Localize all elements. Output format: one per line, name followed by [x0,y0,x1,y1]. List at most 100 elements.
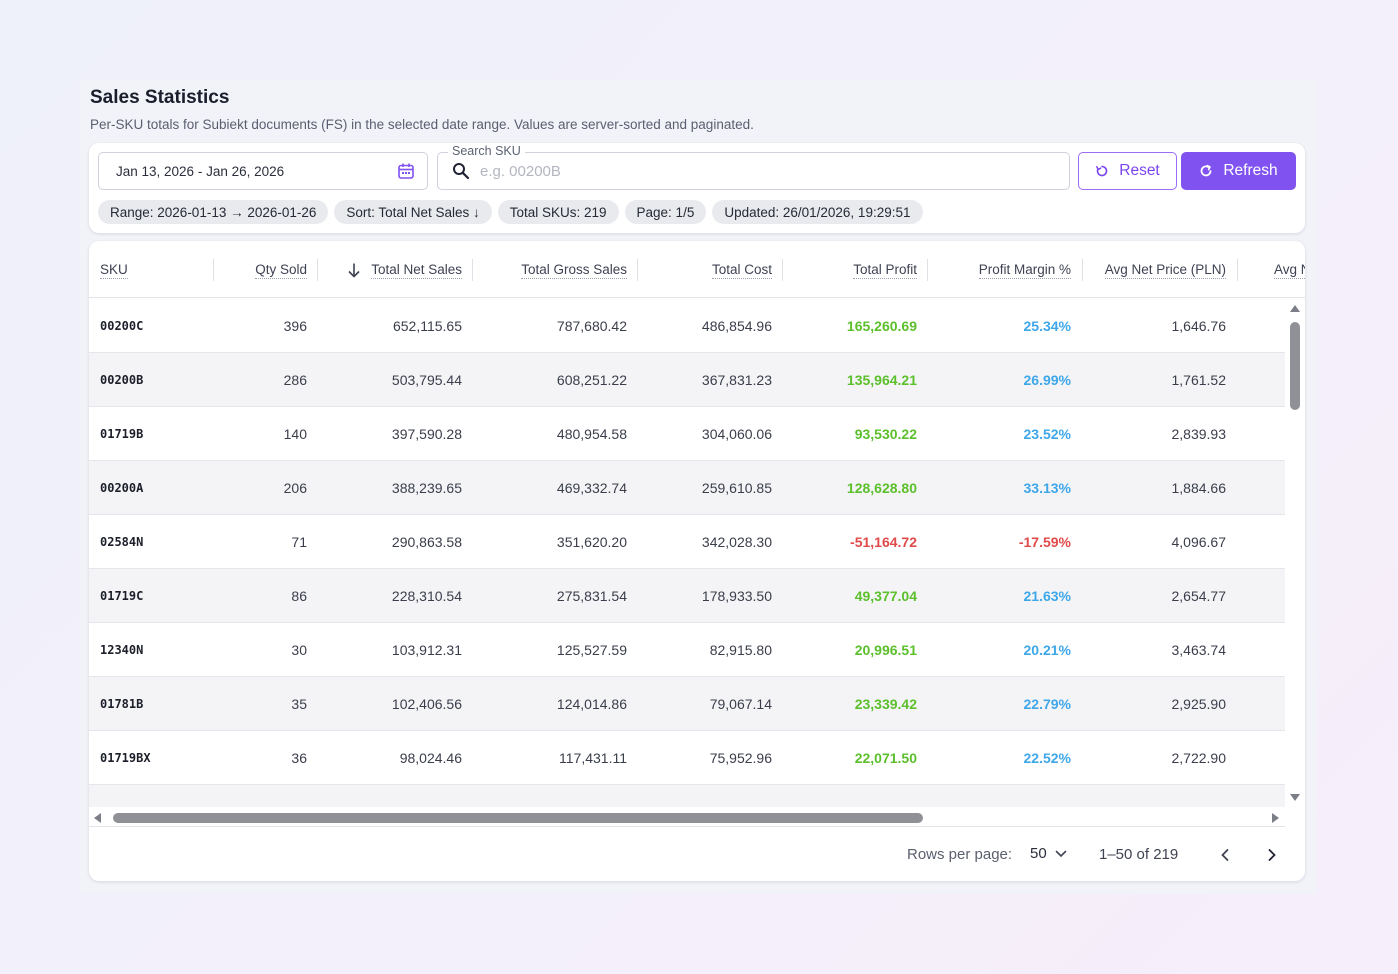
cell-total-net-sales: 79,087.72 [323,785,462,807]
cell-sku: 01719B [100,427,144,441]
column-header-qty-sold[interactable]: Qty Sold [255,261,307,279]
sort-desc-icon[interactable] [347,262,361,278]
chevron-right-icon [1267,848,1277,862]
cell-qty-sold: 206 [283,480,307,496]
column-header-avg-net-price[interactable]: Avg Net Price (PLN) [1104,261,1226,279]
table-row[interactable]: 01719BX 36 98,024.46 117,431.11 75,952.96 22,… [89,731,1285,785]
cell-total-net-sales: 388,239.65 [391,480,462,496]
column-resize-handle[interactable] [1082,259,1083,281]
cell-sku: 02584N [100,535,144,549]
cell-total-cost: 82,915.80 [709,642,772,658]
horizontal-scroll-thumb[interactable] [113,813,923,823]
calendar-icon[interactable] [397,162,415,180]
next-page-button[interactable] [1258,841,1286,869]
cell-total-profit: 23,339.42 [854,696,917,712]
table-row[interactable]: 01719C 86 228,310.54 275,831.54 178,933.50 49… [89,569,1285,623]
cell-qty-sold: 71 [291,534,307,550]
sales-statistics-panel: Sales Statistics Per-SKU totals for Subi… [80,80,1317,894]
cell-qty-sold: 140 [283,426,307,442]
cell-profit-margin: 33.13% [1023,480,1071,496]
cell-total-net-sales: 103,912.31 [391,642,462,658]
cell-total-net-sales: 98,024.46 [399,750,462,766]
scroll-right-arrow-icon[interactable] [1272,813,1279,823]
chevron-left-icon [1220,848,1230,862]
cell-total-profit: 128,628.80 [846,480,917,496]
cell-total-profit: 22,071.50 [854,750,917,766]
cell-total-net-sales: 102,406.56 [391,696,462,712]
cell-profit-margin: 31.10% [933,785,1071,807]
horizontal-scrollbar[interactable] [89,807,1285,827]
cell-avg-net-price: 1,761.52 [1171,372,1227,388]
column-resize-handle[interactable] [213,259,214,281]
cell-total-gross-sales: 787,680.42 [556,318,627,334]
cell-qty-sold: 40 [219,785,307,807]
column-resize-handle[interactable] [782,259,783,281]
cell-profit-margin: 26.99% [1023,372,1071,388]
cell-total-gross-sales: 469,332.74 [556,480,627,496]
table-row[interactable]: 00200B 286 503,795.44 608,251.22 367,831.23 1… [89,353,1285,407]
cell-total-cost: 486,854.96 [701,318,772,334]
column-header-profit-margin[interactable]: Profit Margin % [978,261,1071,279]
cell-total-cost: 48,842.51 [643,785,772,807]
table-body: 00200C 396 652,115.65 787,680.42 486,854.96 1… [89,299,1285,807]
cell-total-net-sales: 397,590.28 [391,426,462,442]
scroll-up-arrow-icon[interactable] [1290,305,1300,312]
table-row[interactable]: 01781B 35 102,406.56 124,014.86 79,067.14 23,… [89,677,1285,731]
table-row[interactable]: 12340N 30 103,912.31 125,527.59 82,915.80 20,… [89,623,1285,677]
scroll-down-arrow-icon[interactable] [1290,794,1300,801]
chip-updated: Updated: 26/01/2026, 19:29:51 [712,200,923,224]
column-resize-handle[interactable] [927,259,928,281]
cell-total-gross-sales: 275,831.54 [556,588,627,604]
column-header-total-profit[interactable]: Total Profit [853,261,917,279]
table-row[interactable]: 01719B 140 397,590.28 480,954.58 304,060.06 9… [89,407,1285,461]
search-sku-field[interactable]: Search SKU [437,144,1070,190]
cell-total-profit: 165,260.69 [846,318,917,334]
cell-total-cost: 259,610.85 [701,480,772,496]
chip-range: Range: 2026-01-13 → 2026-01-26 [98,200,329,224]
summary-chips: Range: 2026-01-13 → 2026-01-26 Sort: Tot… [98,200,923,224]
previous-page-button[interactable] [1211,841,1239,869]
vertical-scrollbar[interactable] [1286,299,1305,807]
cell-sku: 00200B [100,373,144,387]
cell-qty-sold: 286 [283,372,307,388]
cell-total-cost: 342,028.30 [701,534,772,550]
cell-sku: 00200BX [100,785,210,807]
table-row[interactable]: 00200A 206 388,239.65 469,332.74 259,610.85 1… [89,461,1285,515]
date-range-field[interactable]: Jan 13, 2026 - Jan 26, 2026 [98,152,428,190]
reset-button[interactable]: Reset [1078,152,1177,190]
table-row[interactable]: 00200BX 40 79,087.72 98,404.56 48,842.51 30,2… [89,785,1285,807]
cell-total-net-sales: 503,795.44 [391,372,462,388]
scroll-left-arrow-icon[interactable] [94,813,101,823]
cell-avg-net-price: 1,884.66 [1171,480,1227,496]
column-resize-handle[interactable] [317,259,318,281]
cell-total-cost: 178,933.50 [701,588,772,604]
search-sku-label: Search SKU [448,144,525,158]
table-header: SKU Qty Sold Total Net Sales Total Gross… [89,241,1305,298]
cell-avg-net-price: 2,925.90 [1171,696,1227,712]
column-header-total-net-sales[interactable]: Total Net Sales [323,260,462,280]
vertical-scroll-thumb[interactable] [1290,322,1300,410]
cell-qty-sold: 30 [291,642,307,658]
column-header-total-cost[interactable]: Total Cost [711,261,772,279]
cell-total-profit: 20,996.51 [854,642,917,658]
table-row[interactable]: 02584N 71 290,863.58 351,620.20 342,028.30 -5… [89,515,1285,569]
cell-total-gross-sales: 125,527.59 [556,642,627,658]
table-row[interactable]: 00200C 396 652,115.65 787,680.42 486,854.96 1… [89,299,1285,353]
cell-sku: 00200A [100,481,144,495]
column-header-total-gross-sales[interactable]: Total Gross Sales [521,261,627,279]
column-header-avg-truncated[interactable]: Avg N [1274,260,1305,280]
refresh-button[interactable]: Refresh [1181,152,1296,190]
cell-profit-margin: -17.59% [1018,534,1071,550]
cell-profit-margin: 22.79% [1023,696,1071,712]
cell-total-profit: 93,530.22 [854,426,917,442]
cell-avg-net-price: 1,983.04 [1088,785,1227,807]
column-resize-handle[interactable] [637,259,638,281]
column-resize-handle[interactable] [1237,259,1238,281]
search-sku-input[interactable] [480,162,1040,180]
cell-qty-sold: 86 [291,588,307,604]
rows-per-page-select[interactable]: 50 [1030,845,1067,862]
page-title: Sales Statistics [90,87,230,108]
column-resize-handle[interactable] [472,259,473,281]
cell-sku: 01781B [100,697,144,711]
column-header-sku[interactable]: SKU [100,261,128,279]
